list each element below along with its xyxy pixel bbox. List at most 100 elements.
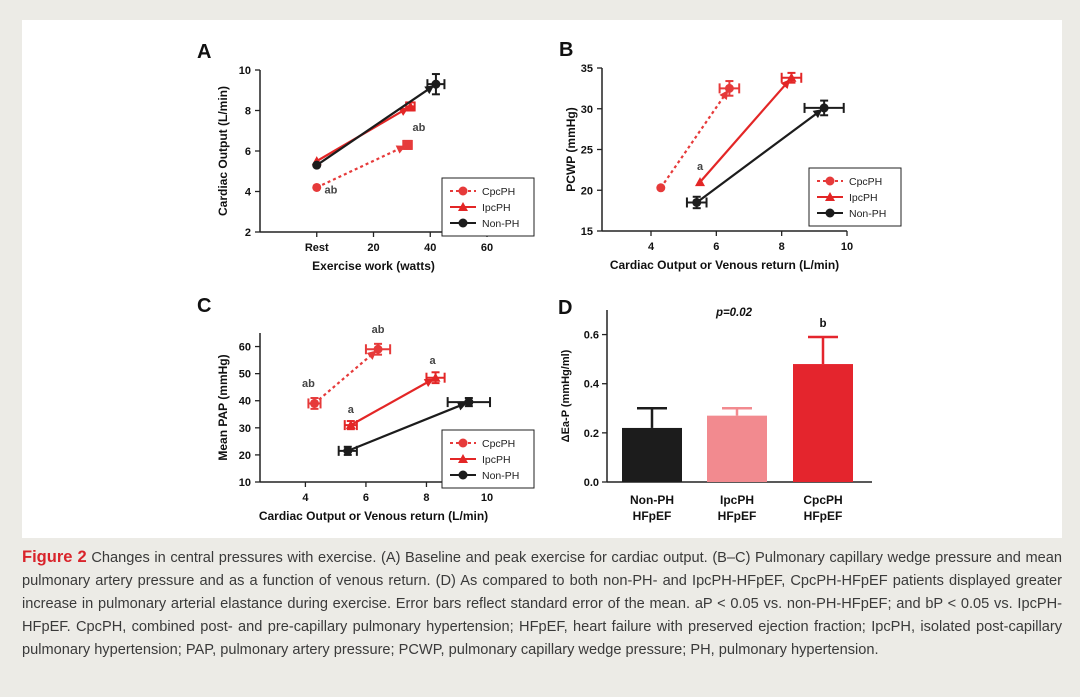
x-axis-label: Cardiac Output or Venous return (L/min) <box>610 258 839 272</box>
data-point-ipcph <box>405 101 416 111</box>
category-label: IpcPH <box>720 493 754 507</box>
y-tick-label: 25 <box>581 145 593 157</box>
data-point-cpcph <box>656 183 666 193</box>
legend-entry: CpcPH <box>849 176 882 188</box>
panel-letter-B: B <box>559 39 573 61</box>
data-point-cpcph <box>373 344 383 354</box>
series-arrowhead <box>719 90 729 100</box>
y-tick-label: 50 <box>239 369 251 381</box>
y-tick-label: 20 <box>239 450 251 462</box>
y-tick-label: 40 <box>239 396 251 408</box>
series-line-non-ph <box>696 110 820 204</box>
data-point-ipcph <box>695 177 705 187</box>
series-arrowhead <box>456 402 467 411</box>
category-label: HFpEF <box>633 509 672 523</box>
significance-label: ab <box>412 122 425 134</box>
x-tick-label: 40 <box>424 242 436 254</box>
legend-swatch-marker <box>825 176 835 186</box>
bar-3 <box>793 364 853 482</box>
y-tick-label: 15 <box>581 226 593 238</box>
y-tick-label: 30 <box>581 104 593 116</box>
significance-label: ab <box>325 185 338 197</box>
data-point-ipcph <box>345 420 356 430</box>
y-axis-label: Cardiac Output (L/min) <box>216 86 230 216</box>
significance-label: ab <box>372 324 385 336</box>
y-tick-label: 0.2 <box>584 428 599 440</box>
y-tick-label: 2 <box>245 227 251 239</box>
significance-label: a <box>429 355 436 367</box>
legend-swatch-marker <box>458 202 468 211</box>
legend-entry: Non-PH <box>482 218 519 230</box>
series-line-cpcph <box>313 352 375 405</box>
data-point-cpcph <box>403 140 413 150</box>
y-tick-label: 0.4 <box>584 379 600 391</box>
x-tick-label: 60 <box>481 242 493 254</box>
series-line-non-ph <box>347 403 464 452</box>
y-tick-label: 4 <box>245 187 252 199</box>
figure-caption: Figure 2 Changes in central pressures wi… <box>22 546 1062 662</box>
x-tick-label: Rest <box>305 242 329 254</box>
data-point-cpcph <box>309 398 319 408</box>
panel-letter-A: A <box>197 41 211 63</box>
y-tick-label: 10 <box>239 477 251 489</box>
data-point-cpcph <box>312 182 322 192</box>
legend-entry: IpcPH <box>482 202 511 214</box>
data-point-non-ph <box>431 79 441 89</box>
series-arrowhead <box>366 350 377 360</box>
category-label: Non-PH <box>630 493 674 507</box>
panel-letter-D: D <box>558 297 572 319</box>
significance-label: a <box>348 404 355 416</box>
y-axis-label: PCWP (mmHg) <box>564 107 578 191</box>
series-line-non-ph <box>316 86 432 167</box>
significance-label: a <box>697 161 704 173</box>
x-tick-label: 6 <box>713 241 719 253</box>
data-point-ipcph <box>786 72 797 82</box>
x-tick-label: 10 <box>481 492 493 504</box>
category-label: CpcPH <box>803 493 842 507</box>
data-point-cpcph <box>724 83 734 93</box>
y-axis-label: ΔEa-P (mmHg/ml) <box>560 349 572 442</box>
x-tick-label: 6 <box>363 492 369 504</box>
x-axis-label: Exercise work (watts) <box>312 259 435 273</box>
category-label: HFpEF <box>804 509 843 523</box>
data-point-non-ph <box>464 397 474 407</box>
legend-swatch-marker <box>458 470 468 480</box>
data-point-non-ph <box>819 103 829 113</box>
figure-panel: A 2 4 6 8 10 Rest 20 40 60 Exercise work (watts) Ca… <box>22 20 1062 538</box>
y-tick-label: 30 <box>239 423 251 435</box>
data-point-non-ph <box>312 160 322 170</box>
bar-2 <box>707 415 767 482</box>
panel-letter-C: C <box>197 295 211 317</box>
legend-entry: IpcPH <box>849 192 878 204</box>
category-label: HFpEF <box>718 509 757 523</box>
x-tick-label: 8 <box>423 492 429 504</box>
significance-label: ab <box>302 378 315 390</box>
y-tick-label: 60 <box>239 342 251 354</box>
data-point-ipcph <box>430 372 441 382</box>
caption-label: Figure 2 <box>22 548 87 566</box>
legend-entry: CpcPH <box>482 186 515 198</box>
y-axis-label: Mean PAP (mmHg) <box>216 354 230 460</box>
x-tick-label: 10 <box>841 241 853 253</box>
legend-swatch-marker <box>458 218 468 228</box>
legend-entry: Non-PH <box>482 470 519 482</box>
legend-swatch-marker <box>825 208 835 218</box>
y-tick-label: 20 <box>581 185 593 197</box>
series-arrowhead <box>812 109 823 119</box>
legend-entry: Non-PH <box>849 208 886 220</box>
legend-entry: IpcPH <box>482 454 511 466</box>
y-tick-label: 8 <box>245 106 251 118</box>
x-tick-label: 20 <box>367 242 379 254</box>
series-line-ipcph <box>699 81 789 183</box>
data-point-non-ph <box>343 446 353 456</box>
legend-swatch-marker <box>458 454 468 463</box>
y-tick-label: 10 <box>239 65 251 77</box>
x-tick-label: 4 <box>302 492 309 504</box>
y-tick-label: 35 <box>581 63 593 75</box>
legend-swatch-marker <box>458 438 468 448</box>
y-tick-label: 0.6 <box>584 330 599 342</box>
legend-entry: CpcPH <box>482 438 515 450</box>
bar-1 <box>622 427 682 482</box>
p-value-annotation: p=0.02 <box>715 307 753 319</box>
figure-svg: A 2 4 6 8 10 Rest 20 40 60 Exercise work (watts) Ca… <box>197 39 902 523</box>
